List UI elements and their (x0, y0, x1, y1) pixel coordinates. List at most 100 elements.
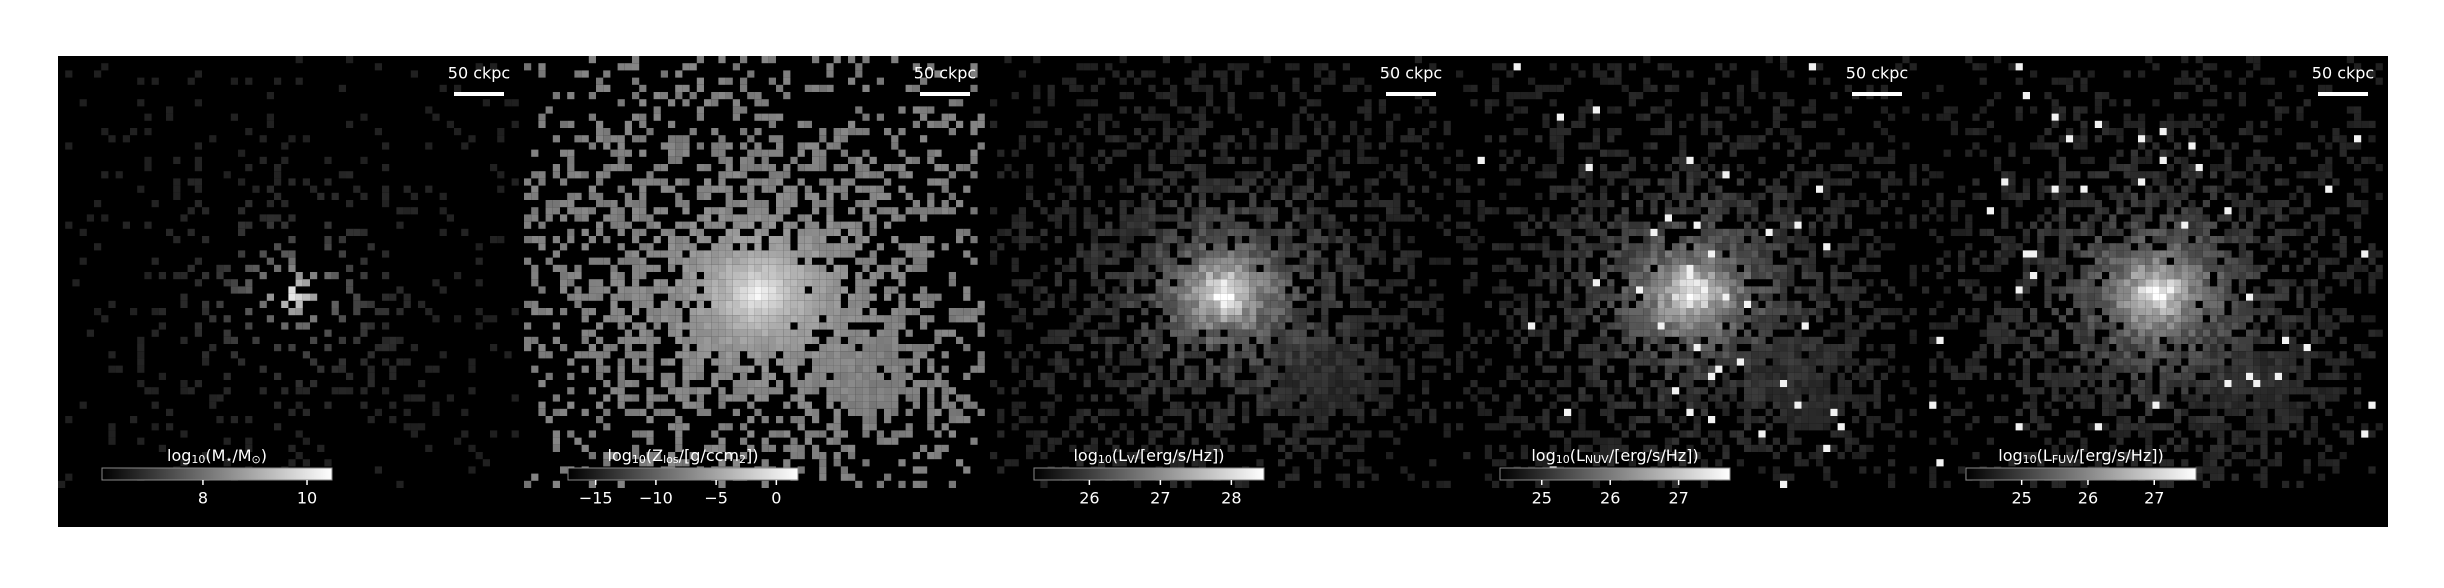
pixel (740, 308, 747, 315)
pixel (1614, 265, 1621, 272)
pixel (281, 142, 288, 149)
label-part: (M (205, 446, 225, 465)
pixel (646, 265, 653, 272)
pixel (245, 438, 252, 445)
pixel (646, 344, 653, 351)
pixel (1650, 301, 1657, 308)
pixel (1170, 438, 1177, 445)
pixel (682, 373, 689, 380)
pixel (538, 402, 545, 409)
pixel (1665, 121, 1672, 128)
pixel (1622, 207, 1629, 214)
pixel (1614, 78, 1621, 85)
pixel (697, 366, 704, 373)
pixel (1350, 394, 1357, 401)
pixel (697, 294, 704, 301)
pixel (1264, 373, 1271, 380)
pixel (1672, 294, 1679, 301)
pixel (913, 366, 920, 373)
pixel (108, 423, 115, 430)
pixel (1199, 315, 1206, 322)
pixel (862, 409, 869, 416)
pixel (1069, 214, 1076, 221)
pixel (783, 164, 790, 171)
pixel (1578, 171, 1585, 178)
pixel (1076, 85, 1083, 92)
pixel (1242, 308, 1249, 315)
pixel (747, 315, 754, 322)
pixel (252, 337, 259, 344)
pixel (1148, 150, 1155, 157)
pixel (1557, 214, 1564, 221)
pixel (798, 236, 805, 243)
pixel (396, 286, 403, 293)
pixel (812, 409, 819, 416)
pixel (1307, 157, 1314, 164)
pixel (1069, 135, 1076, 142)
pixel (1629, 423, 1636, 430)
pixel (1550, 286, 1557, 293)
pixel (1220, 243, 1227, 250)
pixel (418, 301, 425, 308)
pixel (80, 258, 87, 265)
pixel (726, 214, 733, 221)
pixel (1686, 258, 1693, 265)
pixel (776, 294, 783, 301)
pixel (1264, 337, 1271, 344)
pixel (704, 207, 711, 214)
pixel (1314, 423, 1321, 430)
pixel (461, 142, 468, 149)
pixel (1730, 337, 1737, 344)
pixel (618, 63, 625, 70)
pixel (1643, 114, 1650, 121)
pixel (1564, 222, 1571, 229)
pixel (1091, 258, 1098, 265)
pixel (798, 265, 805, 272)
pixel (310, 272, 317, 279)
pixel (812, 315, 819, 322)
pixel (1213, 279, 1220, 286)
pixel (1722, 207, 1729, 214)
pixel (1715, 142, 1722, 149)
pixel (682, 272, 689, 279)
pixel (1357, 366, 1364, 373)
pixel (1600, 78, 1607, 85)
pixel (1542, 85, 1549, 92)
pixel (1134, 301, 1141, 308)
pixel (603, 85, 610, 92)
pixel (654, 322, 661, 329)
pixel (690, 387, 697, 394)
pixel (906, 243, 913, 250)
pixel (661, 373, 668, 380)
pixel (718, 222, 725, 229)
pixel (942, 366, 949, 373)
pixel (1249, 315, 1256, 322)
pixel (1177, 279, 1184, 286)
pixel (1213, 106, 1220, 113)
pixel (567, 358, 574, 365)
pixel (1622, 301, 1629, 308)
label-part: /[erg/s/Hz]) (1135, 446, 1225, 465)
pixel (906, 85, 913, 92)
pixel (1033, 56, 1040, 63)
pixel (769, 272, 776, 279)
pixel (1708, 78, 1715, 85)
pixel (1249, 322, 1256, 329)
pixel (1694, 337, 1701, 344)
pixel (805, 121, 812, 128)
pixel (1456, 236, 1463, 243)
pixel (1134, 258, 1141, 265)
pixel (1514, 373, 1521, 380)
pixel (603, 380, 610, 387)
pixel (884, 330, 891, 337)
pixel (396, 207, 403, 214)
pixel (267, 121, 274, 128)
pixel (1105, 229, 1112, 236)
pixel (1730, 430, 1737, 437)
pixel (1264, 301, 1271, 308)
pixel (920, 322, 927, 329)
pixel (1578, 200, 1585, 207)
pixel (747, 157, 754, 164)
pixel (927, 150, 934, 157)
pixel (1220, 286, 1227, 293)
